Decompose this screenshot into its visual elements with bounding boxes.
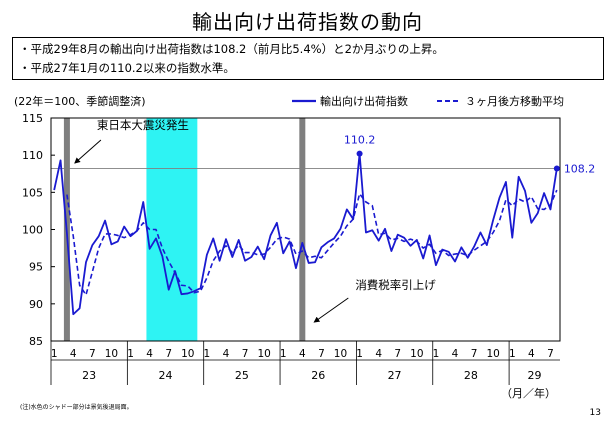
x-year-label: 23 — [82, 369, 96, 382]
y-tick-label: 100 — [22, 224, 43, 237]
chart-legend: 輸出向け出荷指数 ３ヶ月後方移動平均 — [292, 94, 564, 108]
x-month-label: 4 — [299, 348, 306, 360]
x-year-label: 24 — [159, 369, 173, 382]
highlight-point — [553, 165, 560, 172]
x-year-label: 26 — [311, 369, 325, 382]
y-tick-label: 95 — [29, 261, 43, 274]
x-month-label: 7 — [394, 348, 401, 360]
y-tick-label: 90 — [29, 298, 43, 311]
x-year-label: 28 — [464, 369, 478, 382]
plot-frame — [50, 117, 561, 342]
x-month-label: 4 — [375, 348, 382, 360]
x-month-label: 1 — [509, 348, 516, 360]
highlight-value-label: 110.2 — [344, 134, 376, 147]
highlight-value-label: 108.2 — [564, 163, 596, 176]
x-month-label: 10 — [410, 348, 423, 360]
x-month-label: 7 — [547, 348, 554, 360]
page-number: 13 — [589, 408, 601, 418]
x-month-label: 1 — [127, 348, 134, 360]
x-month-label: 10 — [487, 348, 500, 360]
chart-unit-label: (22年＝100、季節調整済) — [14, 94, 146, 108]
x-month-label: 10 — [257, 348, 270, 360]
x-month-label: 10 — [334, 348, 347, 360]
y-tick-label: 110 — [22, 149, 43, 162]
annotation-label: 消費税率引上げ — [355, 278, 436, 292]
x-month-label: 1 — [356, 348, 363, 360]
x-month-label: 10 — [181, 348, 194, 360]
x-month-label: 1 — [51, 348, 58, 360]
x-month-label: 10 — [105, 348, 118, 360]
x-month-label: 7 — [89, 348, 96, 360]
annotation-arrow — [74, 139, 102, 164]
x-month-label: 7 — [165, 348, 172, 360]
annotation-arrow — [313, 297, 349, 323]
y-tick-label: 105 — [22, 186, 43, 199]
x-month-label: 1 — [204, 348, 211, 360]
summary-bullet: ・平成27年1月の110.2以来の指数水準。 — [19, 61, 235, 75]
x-month-label: 1 — [280, 348, 287, 360]
x-year-label: 27 — [388, 369, 402, 382]
highlight-point — [356, 150, 363, 157]
x-axis-unit: （月／年） — [501, 386, 556, 400]
x-month-label: 4 — [146, 348, 153, 360]
x-month-label: 7 — [318, 348, 325, 360]
x-month-label: 7 — [242, 348, 249, 360]
x-month-label: 7 — [471, 348, 478, 360]
x-month-label: 4 — [223, 348, 230, 360]
event-bar — [299, 118, 306, 341]
y-tick-label: 85 — [29, 335, 43, 348]
x-year-label: 25 — [235, 369, 249, 382]
footnote: (注)水色のシャドー部分は景気後退局面。 — [20, 404, 133, 411]
page-title: 輸出向け出荷指数の動向 — [192, 10, 423, 34]
legend-label-solid: 輸出向け出荷指数 — [320, 94, 408, 108]
x-month-label: 4 — [70, 348, 77, 360]
x-month-label: 1 — [433, 348, 440, 360]
x-month-label: 4 — [528, 348, 535, 360]
moving-average-line — [66, 189, 558, 296]
summary-bullet: ・平成29年8月の輸出向け出荷指数は108.2（前月比5.4%）と2か月ぶりの上… — [19, 42, 444, 56]
legend-label-dashed: ３ヶ月後方移動平均 — [465, 94, 564, 108]
x-year-label: 29 — [528, 369, 542, 382]
y-tick-label: 115 — [22, 112, 43, 125]
x-month-label: 4 — [452, 348, 459, 360]
summary-box: ・平成29年8月の輸出向け出荷指数は108.2（前月比5.4%）と2か月ぶりの上… — [12, 37, 604, 80]
annotation-label: 東日本大震災発生 — [97, 118, 189, 132]
export-shipment-line — [53, 152, 558, 316]
